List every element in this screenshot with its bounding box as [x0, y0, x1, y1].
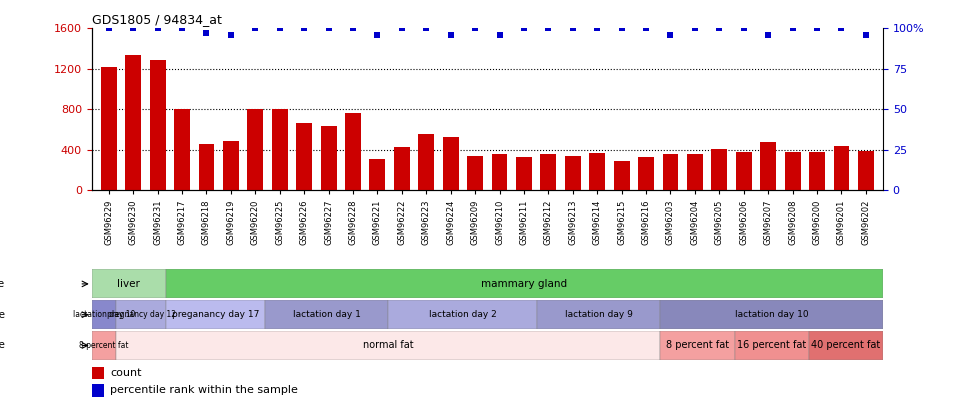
Point: [711, 25, 727, 32]
Bar: [491, 154, 508, 190]
Bar: [264, 300, 388, 329]
Bar: [734, 331, 809, 360]
Bar: [809, 152, 825, 190]
Point: [320, 25, 336, 32]
Bar: [660, 331, 734, 360]
Bar: [736, 152, 752, 190]
Point: [687, 25, 703, 32]
Bar: [92, 269, 166, 298]
Point: [345, 25, 361, 32]
Text: GDS1805 / 94834_at: GDS1805 / 94834_at: [92, 13, 222, 26]
Bar: [858, 151, 874, 190]
Bar: [370, 159, 385, 190]
Text: liver: liver: [118, 279, 140, 289]
Bar: [516, 157, 532, 190]
Bar: [711, 149, 728, 190]
Bar: [247, 109, 263, 190]
Point: [639, 25, 654, 32]
Bar: [92, 384, 104, 397]
Point: [296, 25, 312, 32]
Bar: [760, 142, 776, 190]
Point: [370, 32, 385, 38]
Bar: [272, 109, 288, 190]
Point: [175, 25, 190, 32]
Text: lactation day 9: lactation day 9: [565, 310, 632, 319]
Bar: [785, 152, 801, 190]
Bar: [614, 161, 629, 190]
Point: [858, 32, 873, 38]
Bar: [443, 136, 458, 190]
Text: 8 percent fat: 8 percent fat: [79, 341, 128, 350]
Text: lactation day 10: lactation day 10: [735, 310, 809, 319]
Text: tissue: tissue: [0, 279, 5, 289]
Bar: [663, 154, 678, 190]
Point: [394, 25, 409, 32]
Text: preganancy day 17: preganancy day 17: [172, 310, 259, 319]
Bar: [117, 300, 166, 329]
Point: [492, 32, 508, 38]
Bar: [174, 109, 190, 190]
Bar: [100, 67, 117, 190]
Bar: [345, 113, 361, 190]
Text: development stage: development stage: [0, 310, 5, 320]
Point: [736, 25, 752, 32]
Point: [101, 25, 117, 32]
Point: [785, 25, 800, 32]
Point: [223, 32, 238, 38]
Point: [760, 32, 776, 38]
Point: [248, 25, 263, 32]
Point: [199, 30, 214, 36]
Bar: [540, 154, 556, 190]
Point: [565, 25, 581, 32]
Text: lactation day 2: lactation day 2: [428, 310, 496, 319]
Bar: [809, 331, 883, 360]
Point: [419, 25, 434, 32]
Text: 16 percent fat: 16 percent fat: [737, 341, 807, 350]
Text: pregnancy day 12: pregnancy day 12: [106, 310, 176, 319]
Text: mammary gland: mammary gland: [482, 279, 567, 289]
Bar: [638, 157, 654, 190]
Point: [590, 25, 605, 32]
Point: [663, 32, 678, 38]
Point: [443, 32, 458, 38]
Bar: [388, 300, 537, 329]
Bar: [660, 300, 883, 329]
Bar: [320, 126, 337, 190]
Bar: [92, 300, 117, 329]
Bar: [92, 367, 104, 379]
Point: [834, 25, 849, 32]
Bar: [117, 331, 660, 360]
Bar: [687, 154, 703, 190]
Bar: [834, 146, 849, 190]
Bar: [223, 141, 238, 190]
Bar: [537, 300, 660, 329]
Point: [467, 25, 482, 32]
Bar: [296, 122, 312, 190]
Bar: [565, 156, 581, 190]
Point: [540, 25, 556, 32]
Bar: [394, 147, 410, 190]
Text: 8 percent fat: 8 percent fat: [666, 341, 730, 350]
Text: count: count: [110, 368, 142, 378]
Bar: [150, 60, 166, 190]
Bar: [92, 331, 117, 360]
Point: [614, 25, 629, 32]
Text: percentile rank within the sample: percentile rank within the sample: [110, 385, 298, 395]
Bar: [419, 134, 434, 190]
Point: [272, 25, 288, 32]
Text: lactation day 1: lactation day 1: [292, 310, 361, 319]
Bar: [166, 300, 264, 329]
Point: [516, 25, 532, 32]
Text: 40 percent fat: 40 percent fat: [812, 341, 880, 350]
Bar: [125, 55, 141, 190]
Bar: [199, 144, 214, 190]
Bar: [467, 156, 483, 190]
Text: normal fat: normal fat: [363, 341, 414, 350]
Point: [125, 25, 141, 32]
Point: [810, 25, 825, 32]
Text: dose: dose: [0, 341, 5, 350]
Point: [150, 25, 165, 32]
Text: lactation day 10: lactation day 10: [72, 310, 135, 319]
Bar: [590, 153, 605, 190]
